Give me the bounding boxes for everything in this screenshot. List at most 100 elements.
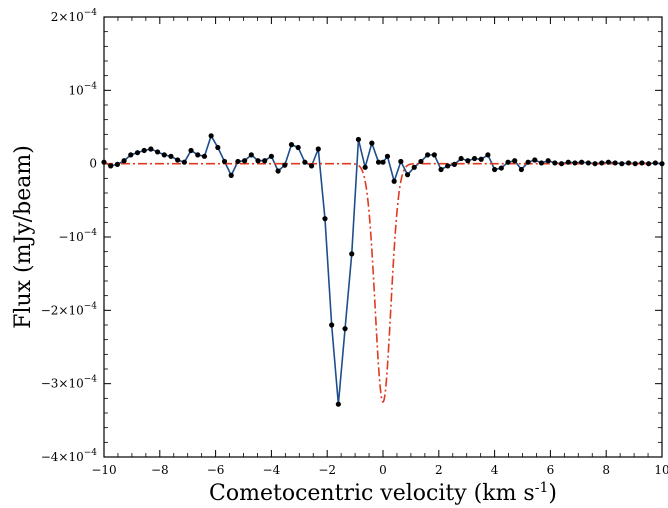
x-tick-label: 4: [491, 463, 499, 477]
data-point: [512, 158, 518, 164]
plot-frame: [103, 16, 663, 458]
data-point: [148, 146, 154, 152]
data-point: [235, 158, 241, 165]
data-point: [242, 158, 248, 164]
data-point: [605, 159, 612, 165]
data-point: [255, 158, 261, 164]
data-point: [458, 155, 464, 162]
y-tick-label: −4×10−4: [41, 448, 98, 464]
data-point: [545, 158, 551, 164]
data-point: [275, 168, 281, 174]
y-axis-label: Flux (mJy/beam): [11, 145, 36, 329]
data-point: [329, 322, 335, 328]
data-point: [181, 159, 187, 165]
data-point: [492, 166, 498, 173]
data-point: [391, 178, 397, 184]
data-point: [168, 153, 174, 159]
data-point: [451, 161, 458, 167]
data-series-line: [103, 135, 663, 406]
data-point: [128, 152, 134, 158]
tick-labels: −10 −8 −6 −4 −2 0 2 4 6 8 10 2×10−4 10−4 0 −10−4 −2×10−…: [41, 8, 668, 477]
data-point: [525, 159, 531, 165]
data-point: [161, 152, 167, 158]
data-point: [228, 172, 234, 178]
data-point: [505, 159, 511, 165]
data-point: [558, 161, 565, 167]
y-tick-label: 2×10−4: [51, 8, 98, 24]
data-point: [208, 133, 214, 139]
data-point: [215, 144, 221, 151]
data-point: [538, 160, 545, 166]
data-point: [518, 166, 524, 173]
data-point: [349, 251, 355, 257]
y-tick-label: 0: [89, 157, 97, 171]
data-point: [592, 161, 598, 167]
x-tick-label: −8: [151, 463, 169, 477]
y-tick-label: −10−4: [58, 228, 97, 244]
data-point: [288, 142, 295, 148]
data-point: [398, 158, 404, 165]
data-point: [295, 144, 301, 151]
y-tick-label: −2×10−4: [41, 301, 98, 317]
data-point: [572, 160, 578, 166]
x-tick-label: 0: [379, 463, 387, 477]
data-point: [498, 165, 504, 171]
data-point: [114, 161, 120, 167]
data-point: [315, 146, 321, 152]
data-point: [380, 159, 386, 165]
data-point: [188, 147, 194, 154]
y-tick-label: 10−4: [68, 81, 97, 97]
data-point: [532, 157, 538, 163]
ticks: [103, 16, 663, 458]
data-point: [565, 159, 571, 165]
data-point: [652, 160, 658, 166]
x-tick-label: −6: [207, 463, 225, 477]
plot-area: [101, 133, 665, 407]
data-point: [141, 147, 147, 154]
data-point: [552, 160, 558, 166]
y-tick-label: −3×10−4: [41, 375, 98, 391]
data-point: [134, 150, 141, 156]
data-point: [619, 161, 625, 167]
data-point: [248, 152, 254, 158]
x-tick-label: 2: [435, 463, 443, 477]
data-point: [375, 159, 382, 165]
data-point: [411, 164, 417, 170]
data-point: [101, 159, 107, 165]
data-point: [471, 155, 478, 162]
data-point: [322, 216, 328, 222]
data-point: [579, 159, 585, 165]
data-point: [308, 163, 315, 169]
data-point: [625, 160, 632, 166]
fit-series-line: [104, 162, 662, 404]
data-point: [154, 149, 161, 155]
data-point: [438, 166, 444, 173]
data-point: [355, 136, 362, 143]
x-tick-label: 8: [602, 463, 610, 477]
data-point: [632, 161, 638, 167]
data-point: [404, 172, 411, 178]
data-point: [585, 160, 591, 166]
data-point: [108, 163, 114, 169]
data-point: [418, 158, 424, 165]
data-point: [465, 158, 471, 164]
data-point: [599, 160, 605, 166]
data-point: [342, 326, 348, 332]
data-point: [478, 156, 484, 162]
data-point: [485, 152, 491, 158]
x-tick-label: 10: [654, 463, 668, 477]
data-point: [302, 159, 308, 165]
data-point: [175, 157, 181, 163]
data-point: [639, 160, 645, 166]
data-point: [384, 153, 391, 159]
data-point: [268, 153, 274, 159]
data-point: [659, 161, 665, 167]
x-tick-label: −4: [263, 463, 281, 477]
data-point: [282, 162, 288, 168]
data-point: [195, 152, 201, 158]
x-axis-label: Cometocentric velocity (km s-1): [209, 480, 557, 506]
data-point: [445, 163, 451, 169]
data-point: [425, 152, 431, 158]
data-point: [201, 153, 208, 159]
